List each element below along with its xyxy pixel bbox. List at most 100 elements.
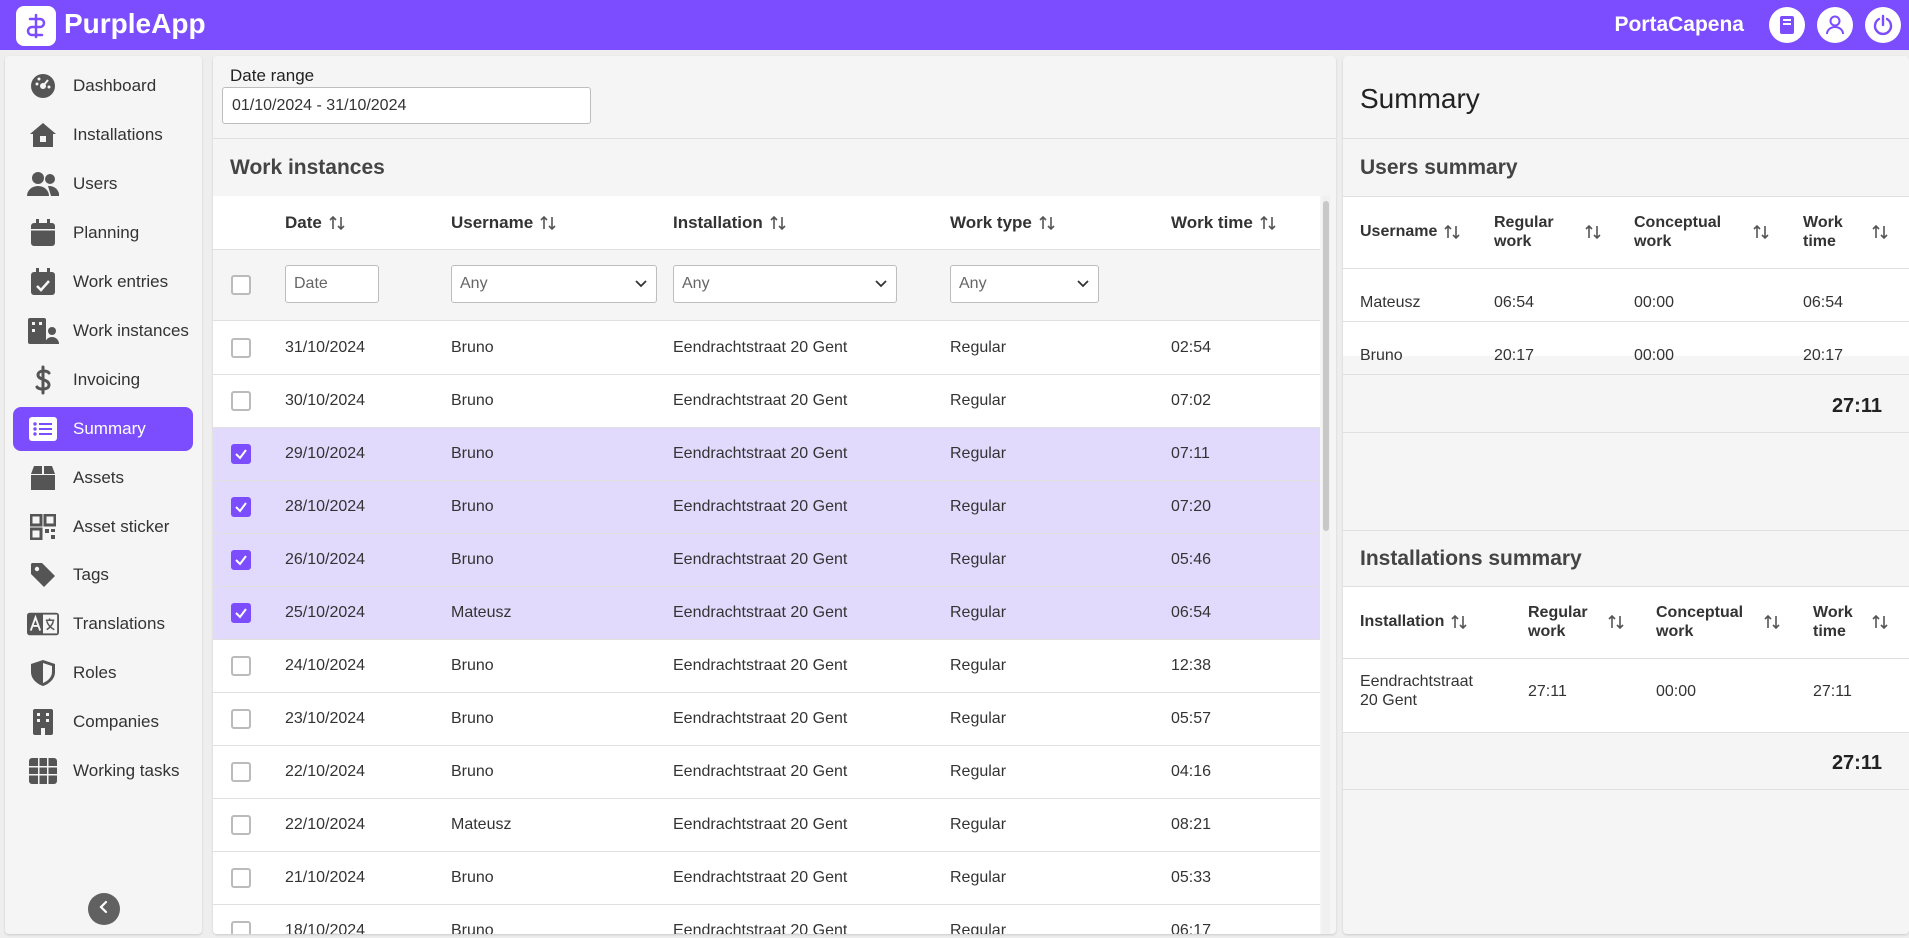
table-row[interactable]: 24/10/2024 Bruno Eendrachtstraat 20 Gent Re… <box>213 640 1320 693</box>
row-checkbox[interactable] <box>231 815 251 835</box>
language-icon <box>27 608 59 640</box>
users-summary-cell: 00:00 <box>1634 347 1675 364</box>
column-header-regular-work[interactable]: Regular work <box>1528 604 1588 640</box>
column-header-work-time[interactable]: Work time <box>1171 196 1277 249</box>
sidebar-item-invoicing[interactable]: Invoicing <box>13 358 193 402</box>
work-type-filter-select[interactable]: Any <box>950 265 1099 303</box>
collapse-sidebar-button[interactable] <box>88 893 120 925</box>
check-icon <box>235 555 247 566</box>
table-row[interactable]: 23/10/2024 Bruno Eendrachtstraat 20 Gent Re… <box>213 693 1320 746</box>
sidebar-item-working-tasks[interactable]: Working tasks <box>13 749 193 793</box>
sidebar-item-label: Asset sticker <box>73 517 170 536</box>
power-logout-icon[interactable] <box>1865 7 1901 43</box>
row-checkbox[interactable] <box>231 709 251 729</box>
date-range-label: Date range <box>230 66 315 85</box>
app-name[interactable]: PurpleApp <box>64 8 206 39</box>
table-scrollbar[interactable] <box>1322 196 1330 934</box>
app-logo-icon[interactable] <box>16 6 56 46</box>
sidebar-item-tags[interactable]: Tags <box>13 553 193 597</box>
cell-work-type: Regular <box>950 498 1007 515</box>
sidebar-item-label: Work entries <box>73 272 169 291</box>
sort-icon <box>1451 614 1467 630</box>
select-all-checkbox[interactable] <box>231 275 251 295</box>
sidebar-item-planning[interactable]: Planning <box>13 211 193 255</box>
sort-icon <box>1444 224 1460 240</box>
column-header-regular-work[interactable]: Regular work <box>1494 214 1554 250</box>
cell-date: 30/10/2024 <box>285 392 366 409</box>
sidebar-item-roles[interactable]: Roles <box>13 651 193 695</box>
cell-work-type: Regular <box>950 551 1007 568</box>
row-checkbox[interactable] <box>231 868 251 888</box>
sidebar-item-label: Dashboard <box>73 76 157 95</box>
row-checkbox[interactable] <box>231 444 251 464</box>
row-checkbox[interactable] <box>231 497 251 517</box>
sidebar-item-installations[interactable]: Installations <box>13 113 193 157</box>
building-user-icon <box>27 315 59 347</box>
row-checkbox[interactable] <box>231 550 251 570</box>
sidebar-item-asset-sticker[interactable]: Asset sticker <box>13 505 193 549</box>
table-row[interactable]: 29/10/2024 Bruno Eendrachtstraat 20 Gent Re… <box>213 428 1320 481</box>
cell-work-type: Regular <box>950 657 1007 674</box>
cell-username: Mateusz <box>451 604 512 621</box>
check-icon <box>235 449 247 460</box>
table-row[interactable]: 21/10/2024 Bruno Eendrachtstraat 20 Gent Re… <box>213 852 1320 905</box>
qrcode-icon <box>27 511 59 543</box>
cell-username: Bruno <box>451 445 494 462</box>
cell-date: 18/10/2024 <box>285 922 366 934</box>
cell-installation: Eendrachtstraat 20 Gent <box>673 392 848 409</box>
table-row[interactable]: 22/10/2024 Mateusz Eendrachtstraat 20 Gent… <box>213 799 1320 852</box>
installation-filter-select[interactable]: Any <box>673 265 897 303</box>
sidebar-item-translations[interactable]: Translations <box>13 602 193 646</box>
column-header-installation[interactable]: Installation <box>1360 613 1445 630</box>
table-row[interactable]: 25/10/2024 Mateusz Eendrachtstraat 20 Gent… <box>213 587 1320 640</box>
summary-panel: Summary Users summary Username Regular w… <box>1343 56 1909 934</box>
row-checkbox[interactable] <box>231 921 251 934</box>
calendar-check-icon <box>27 266 59 298</box>
table-row[interactable]: 18/10/2024 Bruno Eendrachtstraat 20 Gent Re… <box>213 905 1320 934</box>
row-checkbox[interactable] <box>231 656 251 676</box>
sidebar-item-work-entries[interactable]: Work entries <box>13 260 193 304</box>
table-row[interactable]: 26/10/2024 Bruno Eendrachtstraat 20 Gent Re… <box>213 534 1320 587</box>
row-checkbox[interactable] <box>231 762 251 782</box>
book-icon[interactable] <box>1769 7 1805 43</box>
top-bar: PurpleApp PortaCapena <box>0 0 1909 50</box>
column-header-work-time[interactable]: Work time <box>1803 214 1843 250</box>
house-icon <box>27 119 59 151</box>
organization-name: PortaCapena <box>1614 13 1744 36</box>
column-header-work-time[interactable]: Work time <box>1813 604 1853 640</box>
users-summary-cell: 06:54 <box>1494 294 1535 311</box>
row-checkbox[interactable] <box>231 391 251 411</box>
table-row[interactable]: 31/10/2024 Bruno Eendrachtstraat 20 Gent Re… <box>213 322 1320 375</box>
column-header-username[interactable]: Username <box>1360 223 1438 240</box>
cell-work-type: Regular <box>950 392 1007 409</box>
table-row[interactable]: 30/10/2024 Bruno Eendrachtstraat 20 Gent Re… <box>213 375 1320 428</box>
date-range-input[interactable]: 01/10/2024 - 31/10/2024 <box>222 87 591 124</box>
cell-username: Bruno <box>451 763 494 780</box>
table-scrollbar-thumb[interactable] <box>1323 201 1329 531</box>
sidebar-item-summary[interactable]: Summary <box>13 407 193 451</box>
column-header-username[interactable]: Username <box>451 196 557 249</box>
table-row[interactable]: 22/10/2024 Bruno Eendrachtstraat 20 Gent Re… <box>213 746 1320 799</box>
row-checkbox[interactable] <box>231 338 251 358</box>
table-row[interactable]: 28/10/2024 Bruno Eendrachtstraat 20 Gent Re… <box>213 481 1320 534</box>
calendar-icon <box>27 217 59 249</box>
username-filter-select[interactable]: Any <box>451 265 657 303</box>
date-filter-input[interactable]: Date <box>285 265 379 303</box>
column-header-date[interactable]: Date <box>285 196 346 249</box>
sidebar-item-dashboard[interactable]: Dashboard <box>13 64 193 108</box>
users-summary-cell: Mateusz <box>1360 294 1421 311</box>
row-checkbox[interactable] <box>231 603 251 623</box>
cell-installation: Eendrachtstraat 20 Gent <box>673 498 848 515</box>
sidebar-item-assets[interactable]: Assets <box>13 456 193 500</box>
column-header-work-type[interactable]: Work type <box>950 196 1056 249</box>
cell-installation: Eendrachtstraat 20 Gent <box>673 710 848 727</box>
sidebar-item-work-instances[interactable]: Work instances <box>13 309 193 353</box>
column-header-conceptual-work[interactable]: Conceptual work <box>1634 214 1722 250</box>
sidebar-item-users[interactable]: Users <box>13 162 193 206</box>
column-header-conceptual-work[interactable]: Conceptual work <box>1656 604 1744 640</box>
user-account-icon[interactable] <box>1817 7 1853 43</box>
sort-icon <box>329 215 345 230</box>
sidebar-item-companies[interactable]: Companies <box>13 700 193 744</box>
column-header-installation[interactable]: Installation <box>673 196 787 249</box>
users-summary-cell: 06:54 <box>1803 294 1844 311</box>
